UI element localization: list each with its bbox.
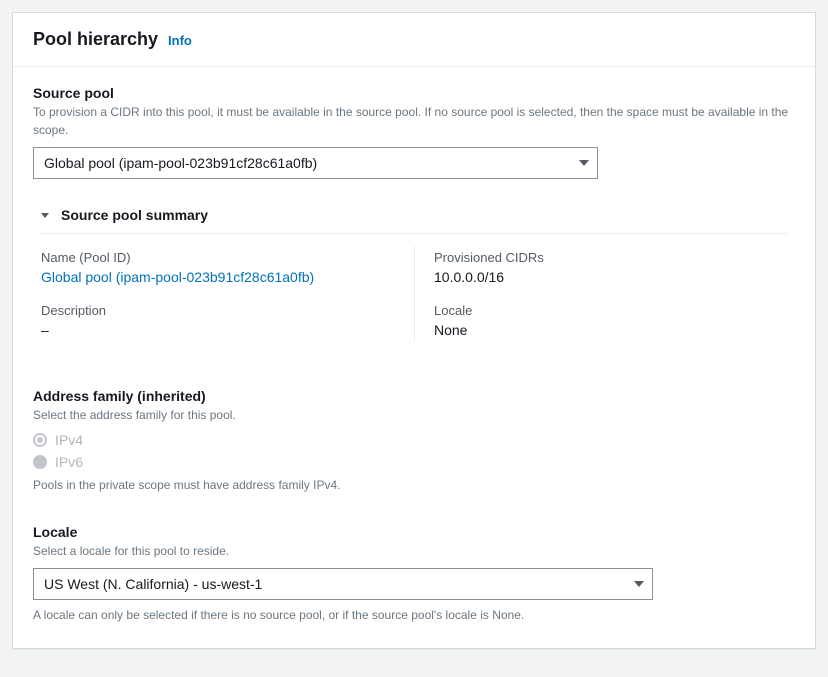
radio-icon (33, 455, 47, 469)
source-pool-summary: Source pool summary Name (Pool ID) Globa… (41, 207, 787, 346)
panel-header: Pool hierarchy Info (13, 13, 815, 67)
summary-desc-label: Description (41, 303, 394, 318)
summary-cidrs-value: 10.0.0.0/16 (434, 269, 787, 285)
locale-select[interactable]: US West (N. California) - us-west-1 (33, 568, 653, 600)
source-pool-selected-value: Global pool (ipam-pool-023b91cf28c61a0fb… (44, 155, 317, 171)
summary-cidrs-cell: Provisioned CIDRs 10.0.0.0/16 (414, 250, 787, 285)
summary-cidrs-label: Provisioned CIDRs (434, 250, 787, 265)
radio-ipv4-label: IPv4 (55, 432, 83, 448)
summary-grid: Name (Pool ID) Global pool (ipam-pool-02… (41, 233, 787, 346)
locale-label: Locale (33, 524, 795, 540)
panel-title: Pool hierarchy (33, 29, 158, 50)
summary-name-label: Name (Pool ID) (41, 250, 394, 265)
chevron-down-icon (579, 160, 589, 166)
summary-name-link[interactable]: Global pool (ipam-pool-023b91cf28c61a0fb… (41, 269, 394, 285)
locale-note: A locale can only be selected if there i… (33, 606, 795, 624)
locale-selected-value: US West (N. California) - us-west-1 (44, 576, 262, 592)
source-pool-section: Source pool To provision a CIDR into thi… (33, 85, 795, 179)
summary-title: Source pool summary (61, 207, 208, 223)
source-pool-label: Source pool (33, 85, 795, 101)
summary-locale-value: None (434, 322, 787, 338)
summary-desc-cell: Description – (41, 303, 414, 338)
info-link[interactable]: Info (168, 33, 192, 48)
radio-ipv6-label: IPv6 (55, 454, 83, 470)
pool-hierarchy-panel: Pool hierarchy Info Source pool To provi… (12, 12, 816, 649)
summary-toggle[interactable]: Source pool summary (41, 207, 787, 233)
source-pool-select[interactable]: Global pool (ipam-pool-023b91cf28c61a0fb… (33, 147, 598, 179)
summary-locale-cell: Locale None (414, 303, 787, 338)
radio-ipv4: IPv4 (33, 432, 795, 448)
chevron-down-icon (41, 213, 49, 218)
panel-body: Source pool To provision a CIDR into thi… (13, 67, 815, 648)
summary-desc-value: – (41, 322, 394, 338)
chevron-down-icon (634, 581, 644, 587)
radio-icon (33, 433, 47, 447)
address-family-section: Address family (inherited) Select the ad… (33, 388, 795, 492)
address-family-note: Pools in the private scope must have add… (33, 478, 795, 492)
address-family-description: Select the address family for this pool. (33, 406, 795, 424)
summary-locale-label: Locale (434, 303, 787, 318)
locale-section: Locale Select a locale for this pool to … (33, 524, 795, 624)
radio-ipv6: IPv6 (33, 454, 795, 470)
source-pool-description: To provision a CIDR into this pool, it m… (33, 103, 795, 139)
locale-description: Select a locale for this pool to reside. (33, 542, 795, 560)
address-family-label: Address family (inherited) (33, 388, 795, 404)
summary-name-cell: Name (Pool ID) Global pool (ipam-pool-02… (41, 250, 414, 285)
